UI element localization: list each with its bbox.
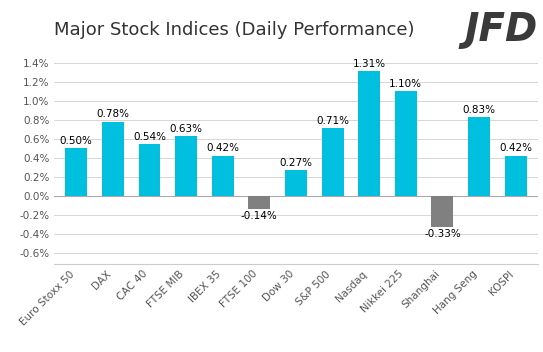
Text: -0.14%: -0.14% (241, 211, 277, 221)
Text: 0.42%: 0.42% (499, 144, 532, 153)
Text: 0.83%: 0.83% (463, 105, 496, 114)
Text: 0.27%: 0.27% (280, 158, 312, 168)
Bar (212, 156, 233, 196)
Bar (358, 71, 380, 196)
Text: 0.63%: 0.63% (169, 124, 203, 133)
Text: -0.33%: -0.33% (424, 230, 461, 239)
Text: 0.42%: 0.42% (206, 144, 239, 153)
Text: 1.10%: 1.10% (389, 79, 422, 89)
Text: 0.54%: 0.54% (133, 132, 166, 142)
Text: Major Stock Indices (Daily Performance): Major Stock Indices (Daily Performance) (54, 21, 415, 39)
Text: 0.71%: 0.71% (316, 116, 349, 126)
Bar (285, 170, 307, 196)
Bar (248, 196, 270, 209)
Bar (175, 136, 197, 196)
Bar (138, 144, 161, 196)
Text: 1.31%: 1.31% (352, 59, 386, 69)
Text: JFD: JFD (464, 11, 538, 49)
Bar (102, 122, 124, 196)
Bar (395, 91, 417, 196)
Text: 0.50%: 0.50% (60, 136, 93, 146)
Bar (504, 156, 527, 196)
Bar (468, 117, 490, 196)
Bar (321, 128, 344, 196)
Bar (65, 148, 87, 196)
Bar (431, 196, 453, 227)
Text: 0.78%: 0.78% (96, 109, 129, 119)
